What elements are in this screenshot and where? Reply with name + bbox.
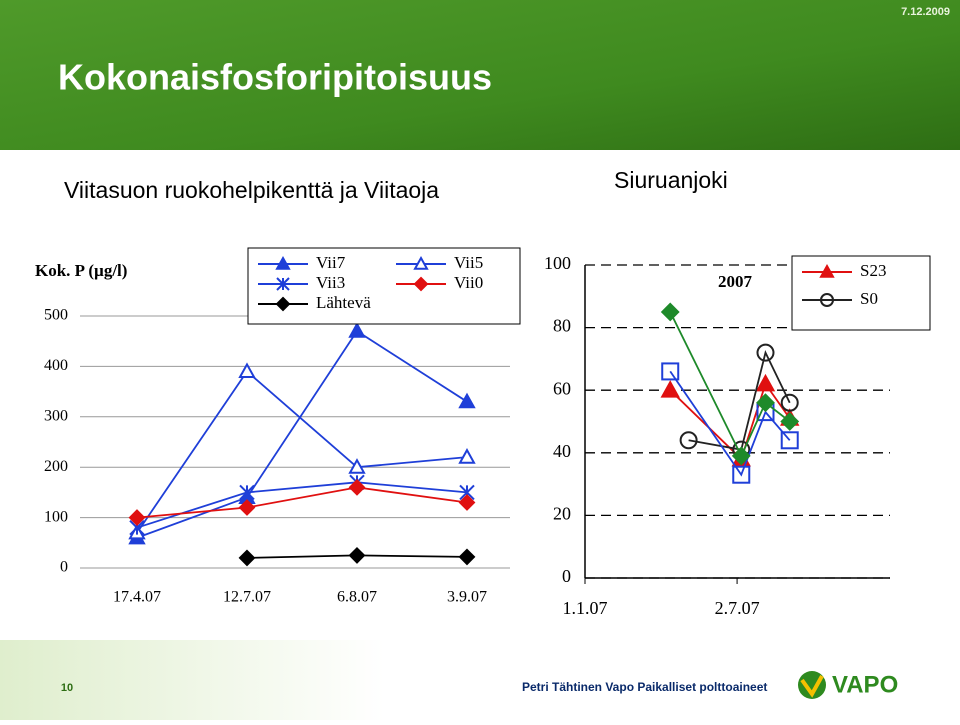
- marker: [679, 431, 698, 450]
- series-line: [688, 350, 791, 451]
- page-number: 10: [61, 682, 73, 694]
- footer: Petri Tähtinen Vapo Paikalliset polttoai…: [522, 680, 767, 694]
- marker: [731, 446, 751, 466]
- x-tick-label: 17.4.07: [113, 589, 161, 606]
- marker: [755, 373, 776, 392]
- y-tick-label: 0: [60, 559, 68, 576]
- title: Kokonaisfosforipitoisuus: [58, 57, 492, 98]
- y-tick-label: 20: [553, 504, 571, 524]
- legend-label: Vii5: [454, 253, 483, 272]
- y-tick-label: 400: [44, 357, 68, 374]
- x-tick-label: 1.1.07: [563, 598, 608, 618]
- marker: [348, 458, 366, 474]
- marker: [660, 302, 680, 322]
- y-tick-label: 500: [44, 307, 68, 324]
- y-tick-label: 0: [562, 566, 571, 586]
- legend-label: S0: [860, 289, 878, 308]
- marker: [238, 499, 256, 516]
- legend-label: Vii0: [454, 273, 483, 292]
- series-line: [136, 370, 468, 534]
- date: 7.12.2009: [901, 6, 950, 18]
- marker: [820, 293, 834, 307]
- logo: VAPO: [832, 671, 898, 698]
- marker: [661, 362, 680, 381]
- legend-label: Vii7: [316, 253, 346, 272]
- marker: [413, 276, 429, 292]
- marker: [780, 412, 800, 431]
- legend-box: [791, 255, 931, 331]
- marker: [458, 548, 476, 566]
- marker: [756, 393, 775, 413]
- marker: [458, 392, 476, 409]
- y-tick-label: 40: [553, 441, 571, 461]
- marker: [239, 484, 255, 501]
- legend-box: [247, 247, 521, 325]
- x-tick-label: 6.8.07: [337, 589, 377, 606]
- legend-label: S23: [860, 261, 886, 280]
- legend-label: Lähtevä: [316, 293, 371, 312]
- marker: [458, 494, 476, 511]
- x-tick-label: 12.7.07: [223, 589, 271, 606]
- marker: [660, 380, 680, 398]
- x-tick-label: 2.7.07: [715, 598, 760, 618]
- subtitle-left: Viitasuon ruokohelpikenttä ja Viitaoja: [64, 177, 439, 203]
- marker: [238, 549, 256, 567]
- series-line: [136, 481, 468, 529]
- marker: [732, 465, 751, 484]
- y-tick-label: 100: [544, 253, 571, 273]
- y-tick-label: 200: [44, 458, 68, 475]
- marker: [756, 343, 775, 362]
- marker: [348, 546, 366, 564]
- marker: [128, 509, 146, 527]
- legend-label: Vii3: [316, 273, 345, 292]
- marker: [238, 362, 256, 379]
- logo-check: [800, 675, 824, 698]
- marker: [276, 277, 290, 291]
- marker: [780, 431, 799, 450]
- series-line: [669, 370, 791, 477]
- series-line: [136, 486, 468, 519]
- header-band: [0, 0, 960, 150]
- marker: [780, 393, 799, 412]
- marker: [348, 322, 366, 338]
- marker: [275, 255, 291, 270]
- series-line: [669, 311, 791, 459]
- y-tick-label: 80: [553, 316, 571, 336]
- y-tick-label: 60: [553, 378, 571, 398]
- marker: [458, 448, 476, 464]
- x-tick-label: 3.9.07: [447, 589, 487, 606]
- chart-title: 2007: [718, 272, 753, 291]
- y-tick-label: 300: [44, 407, 68, 424]
- marker: [819, 263, 835, 278]
- subtitle-right: Siuruanjoki: [614, 167, 728, 193]
- series-line: [136, 329, 468, 539]
- marker: [275, 296, 291, 312]
- marker: [413, 255, 429, 270]
- y-tick-label: 100: [44, 508, 68, 525]
- y-axis-label: Kok. P (µg/l): [35, 261, 127, 280]
- marker: [348, 478, 366, 496]
